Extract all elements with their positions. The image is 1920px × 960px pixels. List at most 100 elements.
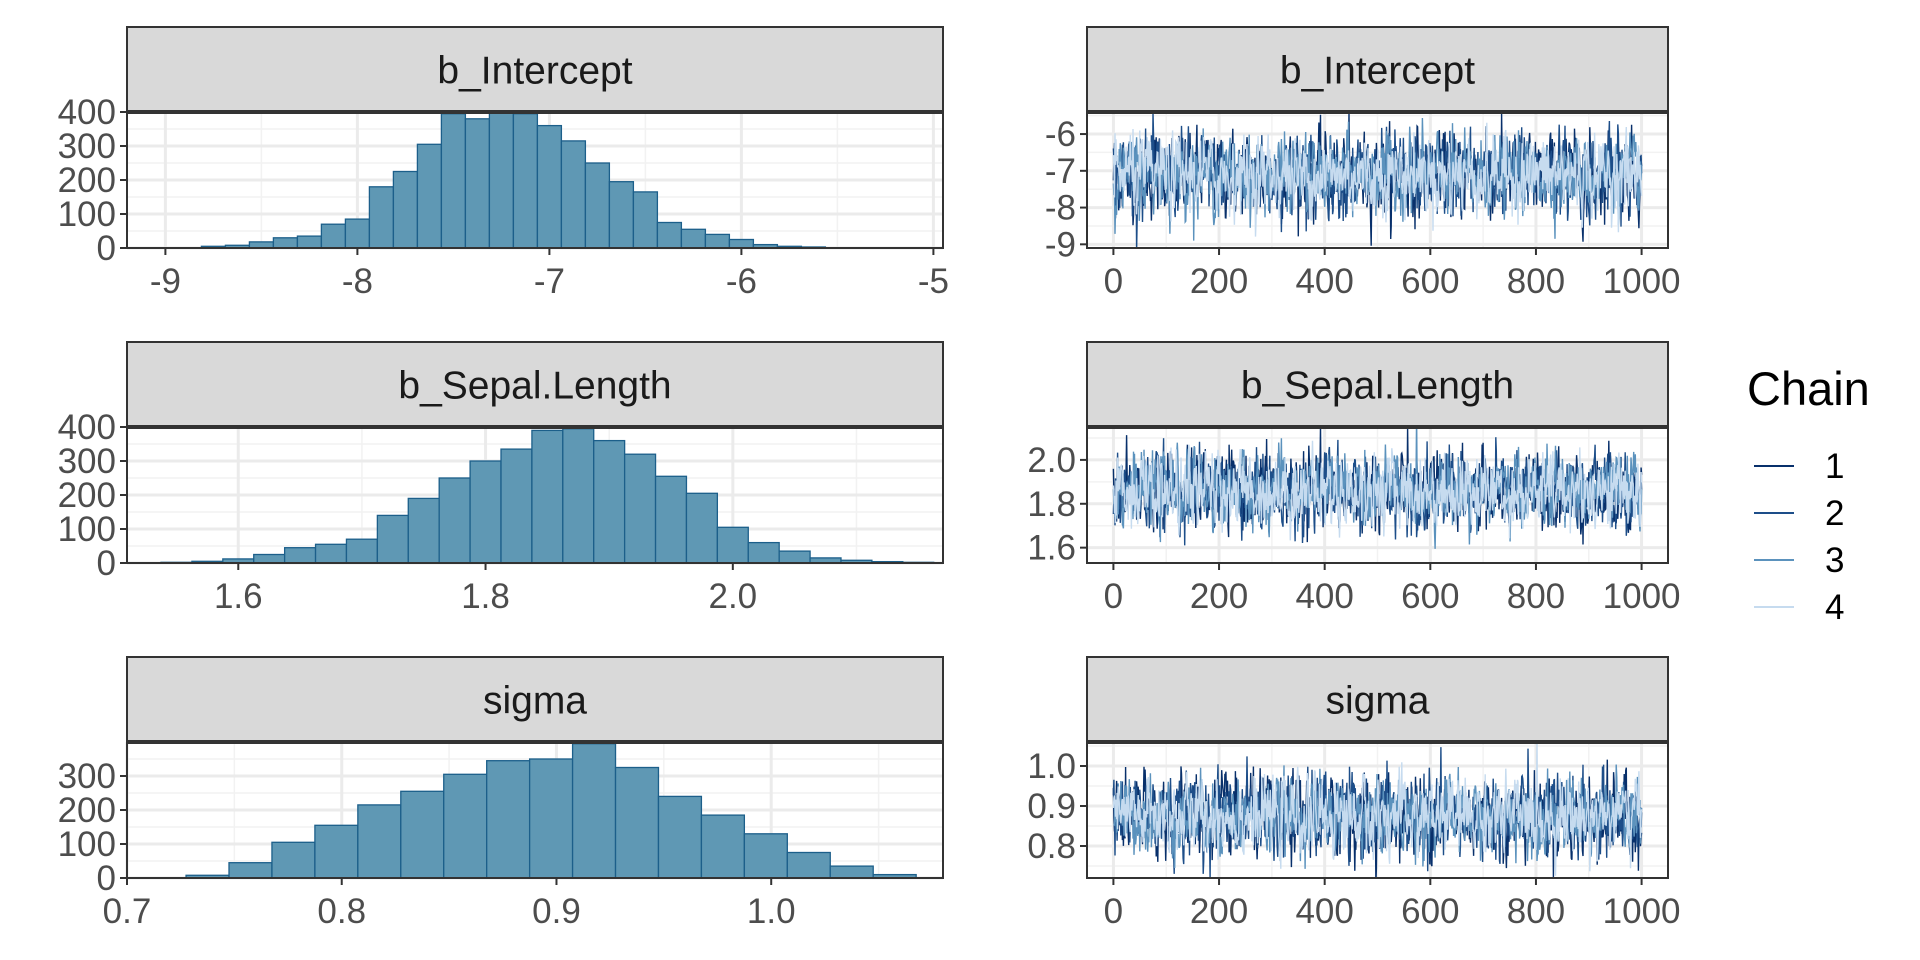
histogram-bar (700, 814, 746, 878)
trace-line-chain-4 (1112, 440, 1643, 541)
histogram-bar (486, 760, 531, 878)
x-tick-label: 1.8 (461, 577, 510, 616)
histogram-bar (314, 824, 359, 878)
plot-area (1112, 742, 1643, 878)
histogram-bar (469, 460, 502, 563)
legend-title: Chain (1747, 362, 1870, 415)
histogram-bar (440, 113, 467, 248)
y-tick-label: 0.9 (1027, 787, 1076, 826)
facet-strip-label: b_Sepal.Length (398, 365, 671, 408)
y-tick-label: 300 (58, 127, 116, 166)
x-tick-label: 1000 (1603, 892, 1681, 931)
x-tick-label: -6 (726, 262, 757, 301)
x-tick-label: 1000 (1603, 577, 1681, 616)
x-tick-label: 0 (1104, 577, 1123, 616)
trace-line-chain-4 (1112, 742, 1643, 876)
facet-strip (1086, 341, 1669, 428)
histogram-bar (571, 743, 617, 878)
histogram-bar (271, 841, 316, 878)
x-tick-label: 0.7 (103, 892, 152, 931)
histogram-bar (392, 170, 419, 248)
histogram-bar (345, 538, 379, 563)
y-tick-label: -9 (1045, 225, 1076, 264)
facet-strip (1086, 26, 1669, 113)
y-tick-label: 200 (58, 476, 116, 515)
histogram-bar (500, 448, 533, 563)
histogram-bar (416, 143, 443, 248)
x-tick-label: -5 (918, 262, 949, 301)
histogram-bar (623, 453, 657, 563)
y-tick-label: -7 (1045, 152, 1076, 191)
y-tick-label: 0 (97, 859, 116, 898)
panels-layer: b_Intercept-9 -8 -7 -6 -50100200300400b_Inte… (58, 26, 1681, 931)
y-tick-label: 400 (58, 408, 116, 447)
histogram-bar (743, 833, 788, 878)
x-tick-label: 200 (1190, 577, 1248, 616)
histogram-bar (654, 475, 688, 563)
histogram-bar (400, 790, 445, 878)
histogram-bar (253, 553, 286, 563)
x-tick-label: 1.6 (214, 577, 263, 616)
facet-strip-label: b_Intercept (1280, 50, 1475, 93)
x-tick-label: 400 (1295, 892, 1353, 931)
legend-label-chain-1: 1 (1825, 447, 1844, 486)
x-tick-label: -8 (342, 262, 373, 301)
histogram-bar (512, 113, 539, 248)
facet-panel-4: b_Sepal.Length 0 200 400 600 800 1000 1.6 1.8 2.0 (1027, 341, 1681, 616)
histogram-bar (528, 758, 574, 878)
x-tick-label: 200 (1190, 262, 1248, 301)
histogram-bar (314, 543, 348, 563)
x-tick-label: 800 (1507, 577, 1565, 616)
plot-area (160, 428, 935, 563)
facet-strip-label: b_Sepal.Length (1241, 365, 1514, 408)
x-tick-label: 0 (1104, 262, 1123, 301)
histogram-bar (680, 228, 707, 248)
facet-strip-label: b_Intercept (437, 50, 632, 93)
histogram-bar (531, 429, 564, 563)
histogram-bar (716, 526, 749, 563)
histogram-bar (228, 862, 273, 878)
y-tick-label: 2.0 (1027, 441, 1076, 480)
facet-strip (1086, 656, 1669, 743)
facet-panel-2: b_Intercept 0 200 400 600 800 1000 -9-8-7-6 (1045, 26, 1681, 301)
histogram-bar (593, 439, 626, 563)
x-tick-label: 0.8 (317, 892, 366, 931)
y-tick-label: 100 (58, 510, 116, 549)
x-tick-label: 2.0 (708, 577, 757, 616)
x-tick-label: 400 (1295, 577, 1353, 616)
facet-strip (126, 341, 944, 428)
legend-label-chain-3: 3 (1825, 541, 1844, 580)
y-tick-label: 200 (58, 791, 116, 830)
chain-legend: Chain 1 2 3 4 (1747, 362, 1870, 627)
facet-strip (126, 656, 944, 743)
plot-area (1112, 112, 1643, 248)
y-tick-label: 300 (58, 442, 116, 481)
histogram-bar (584, 162, 611, 248)
y-tick-label: 300 (58, 757, 116, 796)
x-tick-label: 0.9 (532, 892, 581, 931)
histogram-bar (656, 221, 683, 248)
trace-line-chain-3 (1112, 117, 1643, 241)
facet-panel-6: sigma 0 200 400 600 800 1000 0.80.91.0 (1027, 656, 1681, 931)
histogram-bar (320, 223, 347, 248)
histogram-bar (438, 477, 471, 563)
x-tick-label: -7 (534, 262, 565, 301)
y-tick-label: 0 (97, 544, 116, 583)
histogram-bar (829, 865, 874, 878)
x-tick-label: 600 (1401, 262, 1459, 301)
histogram-bar (407, 497, 440, 563)
histogram-bar (536, 124, 563, 248)
histogram-bar (272, 237, 299, 248)
plot-area (185, 743, 917, 878)
facet-strip-label: sigma (1325, 680, 1429, 723)
histogram-bar (632, 191, 659, 248)
x-tick-label: 600 (1401, 577, 1459, 616)
histogram-bar (657, 795, 703, 878)
x-tick-label: 1.0 (747, 892, 796, 931)
histogram-bar (560, 140, 587, 248)
x-tick-label: 0 (1104, 892, 1123, 931)
histogram-bar (685, 492, 719, 563)
